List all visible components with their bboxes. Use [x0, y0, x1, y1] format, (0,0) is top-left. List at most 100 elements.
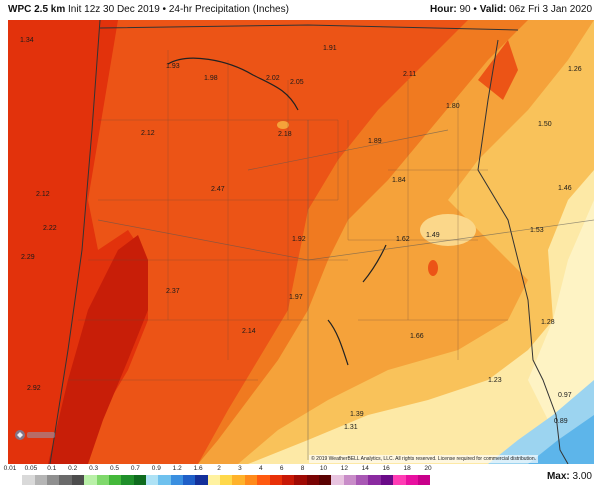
model-name: WPC 2.5 km: [8, 4, 66, 15]
precip-value-label: 1.49: [426, 232, 440, 239]
precip-value-label: 1.34: [20, 37, 34, 44]
precip-value-label: 2.12: [141, 130, 155, 137]
legend-swatch: [170, 475, 184, 485]
precip-value-label: 1.98: [204, 75, 218, 82]
legend-swatch: [195, 475, 208, 485]
precip-value-label: 1.62: [396, 236, 410, 243]
precipitation-map: 1.34 1.91 1.93 1.98 2.02 2.05 2.11 1.26 1.80 1.50…: [8, 20, 594, 464]
precip-value-label: 1.26: [568, 66, 582, 73]
precip-value-label: 1.50: [538, 121, 552, 128]
state-borders: [49, 20, 569, 464]
legend-swatch: [294, 475, 307, 485]
weatherbell-logo: [15, 430, 55, 440]
precip-value-label: 1.84: [392, 177, 406, 184]
roads: [97, 120, 594, 460]
legend-swatch: [232, 475, 245, 485]
hour-label: Hour:: [430, 4, 457, 15]
legend-swatch: [380, 475, 394, 485]
legend-swatch: [121, 475, 134, 485]
map-header: WPC 2.5 km Init 12z 30 Dec 2019 • 24-hr …: [0, 0, 600, 20]
precip-band-blue-dark: [528, 415, 594, 464]
legend-tick-label: 16: [382, 465, 390, 472]
legend-swatch: [356, 475, 369, 485]
copyright-notice: © 2019 WeatherBELL Analytics, LLC. All r…: [309, 455, 538, 463]
legend-labels: 0.01 0.05 0.1 0.2 0.3 0.5 0.7 0.9 1.2 1.6 2 3 4 6 8 10 1…: [4, 465, 432, 475]
legend-swatch: [22, 475, 35, 485]
legend-swatch: [269, 475, 282, 485]
precip-band-east: [528, 200, 594, 420]
precip-patch-2: [277, 121, 289, 129]
precip-value-label: 2.02: [266, 75, 280, 82]
precip-value-label: 2.22: [43, 225, 57, 232]
legend-tick-label: 8: [300, 465, 305, 472]
legend-tick-label: 0.3: [89, 465, 99, 472]
valid-label: Valid:: [479, 4, 507, 15]
legend-swatch: [145, 475, 159, 485]
legend-tick-label: 0.05: [24, 465, 38, 472]
precip-value-label: 1.46: [558, 185, 572, 192]
legend-tick-label: 2: [217, 465, 221, 472]
legend-swatch: [318, 475, 332, 485]
lake-south: [327, 319, 349, 366]
legend-tick-label: 10: [319, 465, 328, 472]
max-number: 3.00: [572, 471, 592, 482]
legend-tick-label: 14: [361, 465, 369, 472]
legend-tick-label: 4: [258, 465, 263, 472]
legend-tick-label: 6: [279, 465, 284, 472]
legend-swatch: [84, 475, 97, 485]
legend-swatch: [368, 475, 381, 485]
precip-patch-1: [420, 214, 476, 246]
legend-swatch: [207, 475, 221, 485]
precip-value-label: 2.18: [278, 131, 292, 138]
precip-value-label: 2.37: [166, 288, 180, 295]
color-legend-bar: [10, 475, 431, 485]
precip-patch-3: [428, 260, 438, 276]
precip-value-label: 0.97: [558, 392, 572, 399]
legend-tick-label: 1.2: [172, 465, 182, 472]
lake-north: [167, 57, 299, 111]
west-border: [49, 20, 101, 464]
legend-swatch: [257, 475, 270, 485]
legend-tick-label: 0.2: [68, 465, 78, 472]
legend-tick-label: 0.9: [151, 465, 161, 472]
legend-swatch: [71, 475, 85, 485]
precip-value-label: 1.31: [344, 424, 358, 431]
east-border: [477, 39, 569, 464]
precip-value-label: 1.28: [541, 319, 555, 326]
legend-tick-label: 1.6: [193, 465, 203, 472]
legend-swatch: [59, 475, 72, 485]
legend-tick-label: 0.7: [130, 465, 140, 472]
precip-value-label: 1.91: [323, 45, 337, 52]
precip-value-label: 2.05: [290, 79, 304, 86]
header-left: WPC 2.5 km Init 12z 30 Dec 2019 • 24-hr …: [8, 0, 289, 20]
precip-value-label: 1.80: [446, 103, 460, 110]
legend-swatch: [133, 475, 146, 485]
precip-patch-4: [478, 40, 518, 100]
legend-tick-label: 0.1: [47, 465, 57, 472]
legend-swatch: [96, 475, 109, 485]
precip-value-label: 0.89: [554, 418, 568, 425]
legend-swatch: [343, 475, 357, 485]
header-separator-2: •: [473, 4, 477, 15]
max-label: Max:: [546, 471, 570, 482]
product-name: 24-hr Precipitation (Inches): [168, 4, 289, 15]
legend-swatch: [183, 475, 196, 485]
lake-central: [362, 244, 387, 283]
header-right: Hour: 90 • Valid: 06z Fri 3 Jan 2020: [430, 0, 592, 20]
hour-value: 90: [459, 4, 471, 15]
header-separator: •: [162, 4, 167, 15]
precip-value-label: 1.93: [166, 63, 180, 70]
precip-value-label: 1.97: [289, 294, 303, 301]
init-time: Init 12z 30 Dec 2019: [68, 4, 160, 15]
precip-value-label: 1.53: [530, 227, 544, 234]
legend-tick-label: 12: [340, 465, 349, 472]
lakes: [167, 57, 387, 366]
legend-swatch: [108, 475, 122, 485]
precip-value-label: 1.39: [350, 411, 364, 418]
legend-swatch: [158, 475, 171, 485]
precip-value-label: 1.23: [488, 377, 502, 384]
legend-tick-label: 0.5: [109, 465, 120, 472]
legend-swatch: [393, 475, 406, 485]
precip-value-labels: 1.34 1.91 1.93 1.98 2.02 2.05 2.11 1.26 1.80 1.50…: [20, 37, 582, 431]
legend-swatch: [220, 475, 233, 485]
